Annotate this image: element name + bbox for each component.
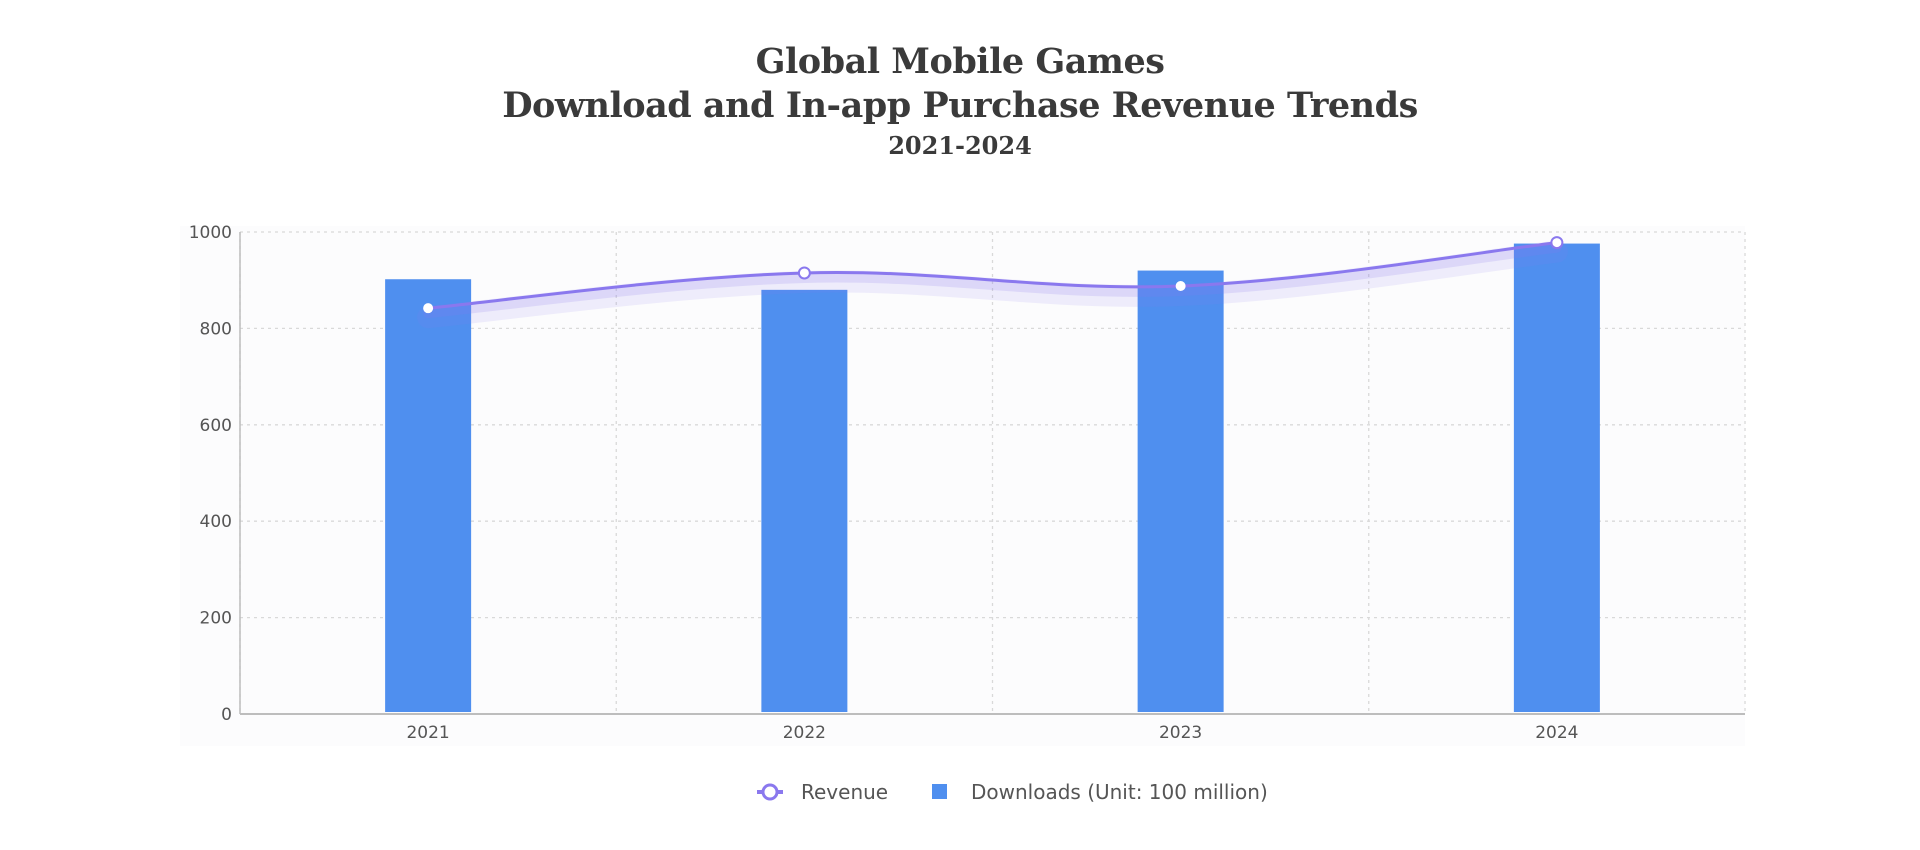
x-tick-label: 2023 (1159, 723, 1202, 743)
bar-downloads-2022[interactable] (761, 289, 848, 712)
legend-item-downloads[interactable]: Downloads (Unit: 100 million) (932, 780, 1268, 804)
revenue-point-2024[interactable] (1550, 236, 1564, 250)
bar-downloads-2024[interactable] (1513, 243, 1600, 712)
revenue-point-2023[interactable] (1175, 280, 1186, 291)
bar-series (385, 243, 1600, 712)
revenue-line-glow (417, 240, 1568, 329)
legend: Revenue Downloads (Unit: 100 million) (757, 780, 1268, 804)
revenue-point-2022[interactable] (797, 266, 811, 280)
legend-downloads-label: Downloads (Unit: 100 million) (971, 780, 1268, 804)
chart-subtitle: 2021-2024 (888, 131, 1032, 160)
line-series (417, 236, 1568, 329)
y-tick-label: 200 (200, 609, 232, 629)
x-tick-label: 2022 (783, 723, 826, 743)
revenue-line[interactable] (427, 241, 1558, 310)
x-tick-label: 2021 (406, 723, 449, 743)
y-tick-label: 800 (200, 319, 232, 339)
chart-title-line-2: Download and In-app Purchase Revenue Tre… (502, 85, 1418, 126)
legend-item-revenue[interactable]: Revenue (757, 780, 888, 804)
y-tick-label: 600 (200, 416, 232, 436)
revenue-line-shadow (423, 242, 1562, 319)
axes (239, 232, 1745, 715)
bar-downloads-2021[interactable] (385, 279, 472, 712)
x-tick-label: 2024 (1535, 723, 1578, 743)
bar-downloads-2023[interactable] (1137, 270, 1224, 712)
legend-revenue-label: Revenue (801, 780, 888, 804)
chart-title-line-1: Global Mobile Games (755, 41, 1165, 82)
y-tick-label: 400 (200, 512, 232, 532)
legend-downloads-square-icon (932, 784, 947, 799)
legend-revenue-marker-icon (761, 783, 779, 801)
y-tick-label: 1000 (189, 223, 232, 243)
tick-labels: 0 200 400 600 800 1000 2021 2022 2023 2024 (189, 223, 1579, 743)
revenue-point-2021[interactable] (423, 303, 434, 314)
y-tick-label: 0 (221, 705, 232, 725)
chart-title-block: Global Mobile Games Download and In-app … (0, 40, 1920, 162)
